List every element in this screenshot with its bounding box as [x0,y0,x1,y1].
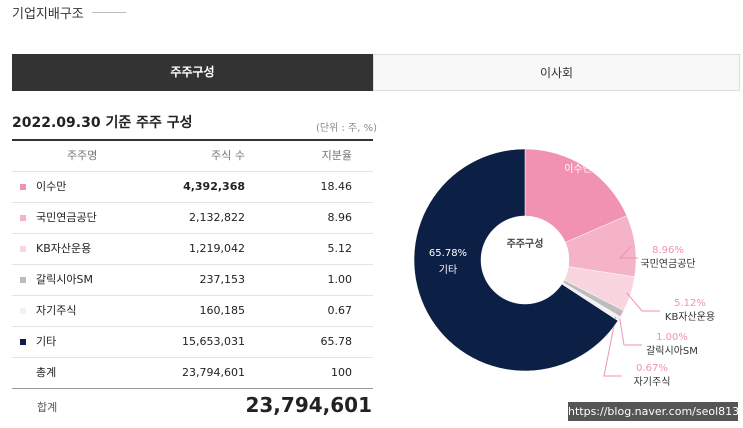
table: 주주명 주식 수 지분율 이수만 4,392,368 18.46 국민연금공단 2,13… [12,139,373,389]
table-row: 자기주식 160,185 0.67 [12,296,373,327]
slice-label: 자기주식 [634,376,671,388]
cell: 2,132,822 [189,211,245,224]
leader-line [603,316,622,377]
cell: 160,185 [199,304,246,317]
column-header: 지분율 [321,149,352,162]
cell: 0.67 [327,304,353,317]
value-label: 1.00% [656,332,688,343]
tab[interactable]: 이사회 [373,54,740,91]
legend-swatch [20,246,26,252]
cell: 23,794,601 [182,366,245,379]
value-label: 65.78% [429,248,467,259]
legend-swatch [20,308,26,314]
cell: 15,653,031 [182,335,245,348]
cell: 65.78 [320,335,353,348]
cell: 자기주식 [36,304,77,317]
value-label: 0.67% [636,363,668,374]
cell: KB자산운용 [36,242,92,255]
table-row: 국민연금공단 2,132,822 8.96 [12,203,373,234]
column-header: 주식 수 [211,149,245,162]
table-header: 주주명 주식 수 지분율 [12,141,373,172]
cell: 237,153 [199,273,246,286]
footer-value: 23,794,601 [245,393,372,417]
footer-label: 합계 [37,401,58,414]
leader-line [626,292,660,312]
legend-swatch [20,184,26,190]
cell: 기타 [36,335,57,348]
tab[interactable]: 주주구성 [12,54,373,91]
cell: 국민연금공단 [36,211,97,224]
table-row: 이수만 4,392,368 18.46 [12,172,373,203]
value-label: 18.46% [559,147,597,158]
cell: 4,392,368 [183,180,245,193]
donut-chart: 18.46% 이수만 8.96% 국민연금공단 5.12% KB자산운용 1.00%갈릭시아… [413,147,715,388]
section-title: 기업지배구조 [12,7,84,22]
table-row: 기타 15,653,031 65.78 [12,327,373,358]
value-label: 8.96% [652,245,684,256]
legend-swatch [20,339,26,345]
donut-slice [524,148,628,243]
cell: 8.96 [327,211,353,224]
column-header: 주주명 [67,149,98,162]
cell: 갈릭시아SM [36,273,93,286]
legend-swatch [20,215,26,221]
unit-note: (단위 : 주, %) [316,123,377,134]
cell: 5.12 [327,242,353,255]
slice-label: 이수만 [564,163,592,175]
donut-slice [413,148,619,372]
divider [92,12,126,13]
value-label: 5.12% [674,298,706,309]
slice-label: 국민연금공단 [640,258,695,270]
cell: 1.00 [327,273,353,286]
table-row: 갈릭시아SM 237,153 1.00 [12,265,373,296]
center-label: 주주구성 [507,237,544,250]
cell: 18.46 [320,180,353,193]
slice-label: 기타 [439,264,457,276]
cell: 총계 [36,366,57,379]
legend-swatch [20,277,26,283]
watermark: https://blog.naver.com/seol8132 [568,402,743,421]
cell: 1,219,042 [189,242,245,255]
table-row: 총계 23,794,601 100 [12,358,373,389]
leader-line [618,311,642,346]
table-row: KB자산운용 1,219,042 5.12 [12,234,373,265]
leader-line [618,245,638,259]
cell: 100 [331,366,352,379]
slice-label: 갈릭시아SM [646,344,698,357]
cell: 이수만 [36,180,67,193]
table-title: 2022.09.30 기준 주주 구성 [12,115,193,131]
slice-label: KB자산운용 [665,311,715,323]
